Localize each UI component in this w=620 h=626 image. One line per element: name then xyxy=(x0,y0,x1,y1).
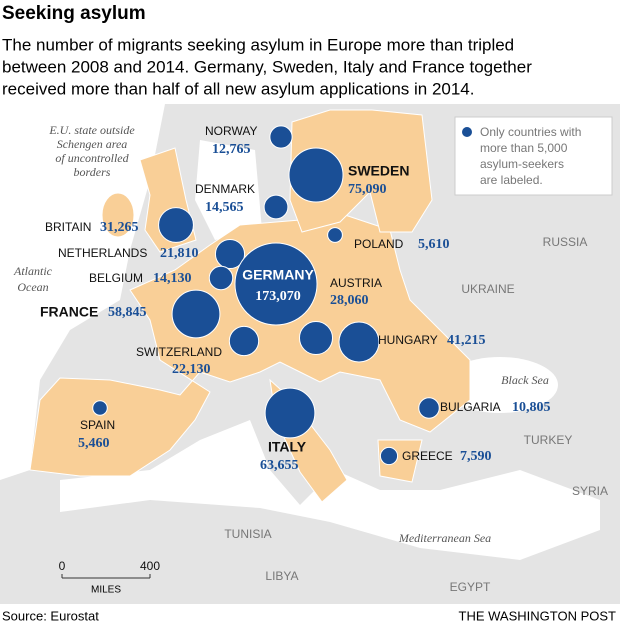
bubble xyxy=(269,125,293,149)
country-value: 58,845 xyxy=(108,305,147,320)
bubble xyxy=(379,446,399,466)
scale-tick: 0 xyxy=(59,559,66,573)
country-name: BULGARIA xyxy=(440,400,501,414)
country-name: DENMARK xyxy=(195,182,255,196)
credit: THE WASHINGTON POST xyxy=(459,608,617,623)
country-name: BELGIUM xyxy=(89,271,143,285)
country-name: POLAND xyxy=(354,237,404,251)
place-label: LIBYA xyxy=(265,569,298,583)
note: borders xyxy=(74,165,111,179)
country-name: ITALY xyxy=(268,439,307,455)
country-value: 10,805 xyxy=(512,400,551,415)
country-name: AUSTRIA xyxy=(330,276,382,290)
bubble xyxy=(208,265,234,291)
sea-label: Atlantic xyxy=(13,264,53,278)
country-value: 31,265 xyxy=(100,220,139,235)
legend-text: asylum-seekers xyxy=(480,157,564,171)
sea-label: Ocean xyxy=(17,280,48,294)
bubble xyxy=(418,397,440,419)
country-value: 63,655 xyxy=(260,458,299,473)
country-value: 5,460 xyxy=(78,436,110,451)
scale-unit: MILES xyxy=(91,585,121,596)
bubble xyxy=(263,194,289,220)
country-name: SWEDEN xyxy=(348,163,409,179)
bubble xyxy=(158,207,194,243)
bubble xyxy=(214,238,246,270)
country-value: 5,610 xyxy=(418,237,450,252)
place-label: UKRAINE xyxy=(461,282,514,296)
country-name: NETHERLANDS xyxy=(58,246,147,260)
place-label: EGYPT xyxy=(450,580,491,594)
subtitle: received more than half of all new asylu… xyxy=(2,79,475,98)
note: E.U. state outside xyxy=(48,123,135,137)
legend: Only countries with more than 5,000 asyl… xyxy=(454,116,613,196)
country-value: 28,060 xyxy=(330,293,369,308)
legend-text: Only countries with xyxy=(480,125,581,139)
country-name: BRITAIN xyxy=(45,220,91,234)
country-value: 12,765 xyxy=(212,142,251,157)
country-value: 14,130 xyxy=(153,271,192,286)
country-value: 14,565 xyxy=(205,200,244,215)
subtitle: between 2008 and 2014. Germany, Sweden, … xyxy=(2,57,532,76)
place-label: RUSSIA xyxy=(543,235,588,249)
bubble xyxy=(234,242,318,326)
place-label: TURKEY xyxy=(524,433,573,447)
country-value: 7,590 xyxy=(460,449,492,464)
country-name: SWITZERLAND xyxy=(136,345,222,359)
source: Source: Eurostat xyxy=(2,608,99,623)
sea-label: Mediterranean Sea xyxy=(398,531,491,545)
sea-label: Black Sea xyxy=(501,373,549,387)
bubble xyxy=(171,289,221,339)
note: of uncontrolled xyxy=(55,151,129,165)
bubble xyxy=(338,321,380,363)
legend-text: are labeled. xyxy=(480,173,543,187)
country-name: GREECE xyxy=(402,449,453,463)
title: Seeking asylum xyxy=(2,3,146,24)
place-label: TUNISIA xyxy=(224,527,271,541)
non-schengen-note: E.U. state outside Schengen area of unco… xyxy=(48,123,135,179)
country-value: 21,810 xyxy=(160,246,199,261)
bubble xyxy=(288,147,344,203)
country-name: GERMANY xyxy=(242,267,314,283)
note: Schengen area xyxy=(57,137,128,151)
bubble xyxy=(228,325,260,357)
bubble xyxy=(92,400,108,416)
scale-bar: 0 400 MILES xyxy=(59,559,161,595)
scale-tick: 400 xyxy=(140,559,160,573)
country-name: SPAIN xyxy=(80,418,115,432)
bubble xyxy=(327,227,343,243)
country-name: HUNGARY xyxy=(378,333,438,347)
subtitle: The number of migrants seeking asylum in… xyxy=(2,35,514,54)
country-value: 22,130 xyxy=(172,362,211,377)
country-name: FRANCE xyxy=(40,304,98,320)
bubble xyxy=(298,320,334,356)
country-value: 75,090 xyxy=(348,182,387,197)
country-value: 173,070 xyxy=(255,289,301,304)
country-value: 41,215 xyxy=(447,333,486,348)
bubble xyxy=(264,387,316,439)
country-name: NORWAY xyxy=(205,124,257,138)
legend-text: more than 5,000 xyxy=(480,141,568,155)
place-label: SYRIA xyxy=(572,484,608,498)
